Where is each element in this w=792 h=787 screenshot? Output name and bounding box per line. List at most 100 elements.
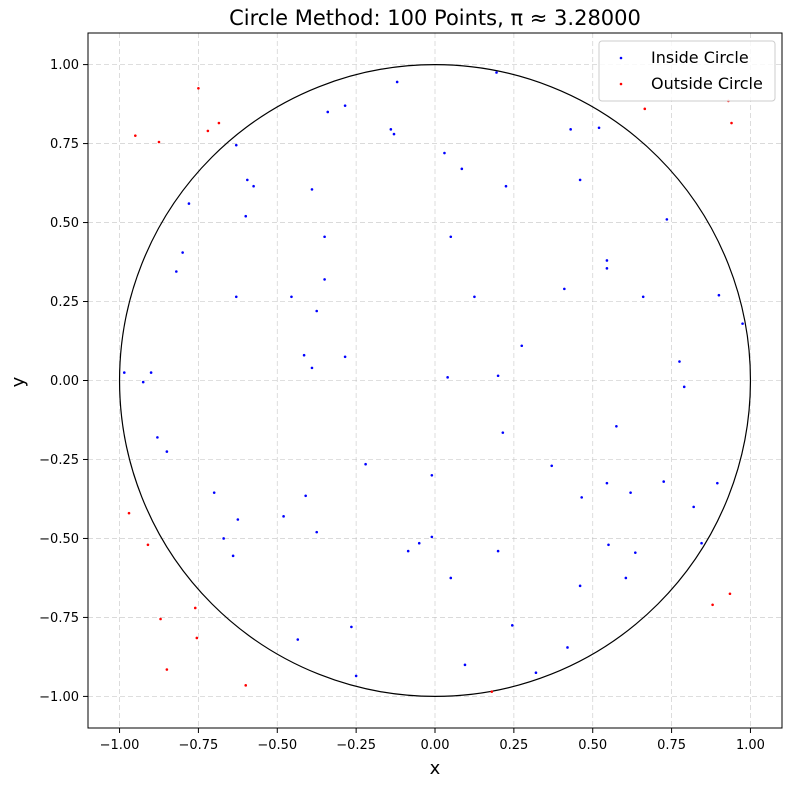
- x-tick-label: 0.50: [578, 738, 607, 753]
- y-tick-label: 0.00: [50, 374, 79, 389]
- inside-point: [302, 353, 306, 357]
- inside-point: [350, 625, 353, 629]
- x-tick-label: −0.50: [257, 738, 297, 753]
- x-tick-label: 0.00: [421, 738, 450, 753]
- y-tick-label: 0.50: [50, 216, 79, 231]
- inside-point: [395, 80, 399, 84]
- x-tick-label: 0.75: [657, 738, 686, 753]
- inside-point: [520, 344, 524, 348]
- x-tick-label: −0.25: [336, 738, 376, 753]
- y-tick-label: 0.75: [50, 137, 79, 152]
- inside-point: [449, 235, 453, 239]
- x-tick-label: 1.00: [736, 738, 765, 753]
- legend-box: [598, 40, 776, 102]
- inside-point: [252, 184, 255, 188]
- outside-point: [728, 592, 732, 596]
- inside-point: [323, 278, 326, 281]
- outside-point: [643, 107, 647, 111]
- inside-point: [495, 71, 498, 74]
- outside-point: [157, 140, 161, 144]
- y-tick-label: −0.25: [39, 453, 79, 468]
- inside-point: [443, 151, 446, 155]
- x-axis-label: x: [430, 758, 441, 779]
- inside-point: [141, 380, 145, 384]
- inside-point: [310, 188, 314, 191]
- inside-point: [682, 385, 686, 389]
- inside-point: [343, 355, 347, 359]
- inside-point: [615, 425, 618, 428]
- inside-point: [597, 126, 601, 130]
- circle-layer: [118, 63, 752, 698]
- x-tick-label: −0.75: [178, 738, 218, 753]
- inside-point: [717, 293, 721, 297]
- inside-point: [323, 235, 326, 239]
- inside-point: [246, 178, 249, 182]
- inside-point: [463, 663, 467, 667]
- inside-point: [716, 481, 719, 485]
- inside-point: [364, 462, 367, 466]
- legend: Inside Circle Outside Circle: [598, 40, 776, 102]
- outside-point: [490, 690, 494, 693]
- y-axis-label: y: [8, 376, 29, 387]
- y-tick-label: −1.00: [39, 690, 79, 705]
- outside-point: [146, 543, 150, 547]
- inside-point: [389, 128, 393, 131]
- inside-point: [406, 549, 410, 553]
- inside-point: [149, 371, 153, 374]
- inside-point: [501, 431, 505, 434]
- inside-point: [417, 541, 421, 545]
- inside-point: [181, 251, 184, 254]
- inside-point: [605, 259, 609, 262]
- inside-point: [310, 366, 314, 370]
- inside-point: [122, 371, 126, 374]
- outside-point: [159, 617, 162, 621]
- inside-point: [641, 295, 645, 299]
- inside-point: [578, 178, 582, 182]
- inside-point: [282, 515, 285, 518]
- inside-point: [569, 128, 572, 131]
- inside-point: [496, 549, 500, 553]
- inside-point: [165, 450, 169, 453]
- inside-point: [187, 202, 191, 205]
- inside-point: [563, 287, 566, 291]
- outside-point: [134, 134, 137, 137]
- inside-point: [700, 541, 703, 545]
- legend-marker-outside: [619, 82, 623, 86]
- inside-point: [212, 491, 216, 494]
- inside-point: [430, 535, 434, 539]
- inside-point: [392, 132, 396, 136]
- inside-point: [566, 646, 569, 649]
- x-tick-label: 0.25: [499, 738, 528, 753]
- outside-point: [244, 684, 248, 687]
- inside-point: [354, 674, 358, 678]
- inside-point: [430, 473, 434, 477]
- inside-point: [473, 295, 476, 299]
- inside-point: [290, 295, 293, 299]
- outside-point: [711, 603, 714, 607]
- inside-point: [665, 218, 669, 221]
- inside-point: [234, 295, 238, 299]
- outside-point: [197, 86, 200, 90]
- inside-point: [231, 554, 235, 558]
- inside-point: [234, 143, 238, 147]
- inside-point: [510, 624, 514, 627]
- x-axis-ticks: −1.00 −0.75 −0.50 −0.25 0.00 0.25 0.50 0.75 1.00: [100, 728, 765, 753]
- inside-point: [236, 518, 240, 521]
- outside-point: [730, 121, 733, 125]
- inside-point: [550, 464, 554, 468]
- inside-point: [741, 322, 744, 325]
- y-tick-label: 0.25: [50, 295, 79, 310]
- inside-point: [692, 505, 695, 509]
- inside-point: [504, 184, 508, 188]
- outside-point: [217, 121, 221, 125]
- inside-point: [175, 270, 178, 273]
- y-tick-label: −0.50: [39, 532, 79, 547]
- legend-label-inside: Inside Circle: [651, 48, 749, 67]
- outside-point: [193, 606, 197, 610]
- inside-point: [315, 309, 319, 313]
- inside-point: [624, 576, 628, 580]
- inside-point: [343, 104, 347, 107]
- y-axis-ticks: 1.00 0.75 0.50 0.25 0.00 −0.25 −0.50 −0.75 −1.00: [39, 58, 88, 705]
- chart-title: Circle Method: 100 Points, π ≈ 3.28000: [229, 6, 641, 30]
